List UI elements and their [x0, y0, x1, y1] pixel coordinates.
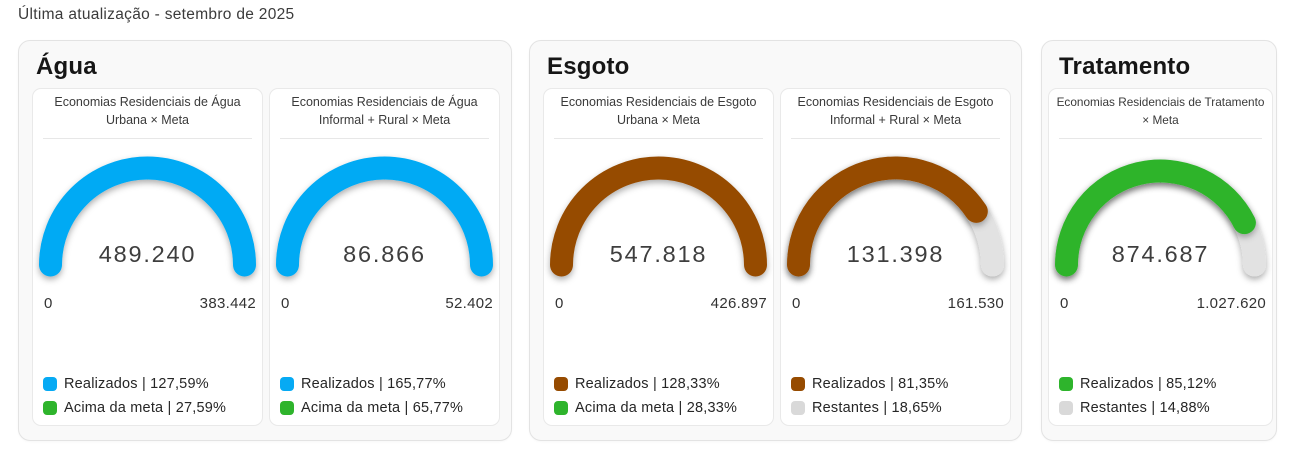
gauge-card-title-line1: Economias Residenciais de Água: [54, 95, 241, 109]
legend-item-acima-da-meta[interactable]: Acima da meta | 65,77%: [280, 400, 493, 416]
legend-swatch-acima-da-meta: [43, 401, 57, 415]
legend-label-realizados: Realizados | 128,33%: [575, 376, 720, 392]
gauge-card-title: Economias Residenciais de Esgoto Informa…: [781, 94, 1010, 129]
legend-item-realizados[interactable]: Realizados | 165,77%: [280, 376, 493, 392]
gauge-axis-max: 161.530: [947, 295, 1004, 312]
gauge-axis-max: 1.027.620: [1196, 295, 1266, 312]
panel-esgoto: Esgoto Economias Residenciais de Esgoto …: [529, 40, 1022, 441]
gauge-card-tratamento: Economias Residenciais de Tratamento × M…: [1048, 88, 1273, 426]
gauge-card-title: Economias Residenciais de Esgoto Urbana …: [544, 94, 773, 129]
gauge-card-esgoto-urbana: Economias Residenciais de Esgoto Urbana …: [543, 88, 774, 426]
legend-item-realizados[interactable]: Realizados | 85,12%: [1059, 376, 1266, 392]
card-divider: [791, 138, 1000, 139]
gauge-value: 547.818: [609, 241, 708, 267]
gauge-axis-min: 0: [792, 295, 801, 312]
panel-title-tratamento: Tratamento: [1059, 53, 1191, 80]
legend-item-acima-da-meta[interactable]: Acima da meta | 27,59%: [43, 400, 256, 416]
gauge-card-title-line2: Informal + Rural × Meta: [318, 112, 451, 127]
gauge-axis-max: 383.442: [199, 295, 256, 312]
legend-swatch-acima-da-meta: [280, 401, 294, 415]
last-update-label: Última atualização - setembro de 2025: [18, 6, 295, 23]
card-divider: [43, 138, 252, 139]
legend-item-realizados[interactable]: Realizados | 128,33%: [554, 376, 767, 392]
gauge-card-title-line2: Informal + Rural × Meta: [829, 112, 962, 127]
gauge-card-title-line2: Urbana × Meta: [616, 112, 701, 127]
gauge-axis-max: 52.402: [445, 295, 493, 312]
gauge-value: 131.398: [846, 241, 945, 267]
gauge-card-agua-informal-rural: Economias Residenciais de Água Informal …: [269, 88, 500, 426]
legend-item-acima-da-meta[interactable]: Acima da meta | 28,33%: [554, 400, 767, 416]
gauge-axis-min: 0: [281, 295, 290, 312]
gauge-card-esgoto-informal-rural: Economias Residenciais de Esgoto Informa…: [780, 88, 1011, 426]
legend-label-realizados: Realizados | 81,35%: [812, 376, 949, 392]
gauge-card-title-line1: Economias Residenciais de Esgoto: [560, 95, 757, 109]
gauge-value: 489.240: [98, 241, 197, 267]
gauge-card-agua-urbana: Economias Residenciais de Água Urbana × …: [32, 88, 263, 426]
legend-swatch-realizados: [791, 377, 805, 391]
panel-tratamento: Tratamento Economias Residenciais de Tra…: [1041, 40, 1277, 441]
legend-swatch-realizados: [280, 377, 294, 391]
panel-title-agua: Água: [36, 53, 97, 80]
gauge-card-title-line2: × Meta: [1142, 112, 1179, 127]
panel-title-esgoto: Esgoto: [547, 53, 630, 80]
legend-label-acima-da-meta: Acima da meta | 65,77%: [301, 400, 464, 416]
legend-swatch-realizados: [43, 377, 57, 391]
gauge-axis-max: 426.897: [710, 295, 767, 312]
gauge-value: 86.866: [343, 241, 426, 267]
gauge-card-title: Economias Residenciais de Tratamento × M…: [1049, 94, 1272, 129]
gauge-card-title: Economias Residenciais de Água Informal …: [270, 94, 499, 129]
legend-item-realizados[interactable]: Realizados | 127,59%: [43, 376, 256, 392]
legend-item-restantes[interactable]: Restantes | 18,65%: [791, 400, 1004, 416]
legend-label-acima-da-meta: Acima da meta | 27,59%: [64, 400, 227, 416]
card-divider: [280, 138, 489, 139]
gauge-card-title: Economias Residenciais de Água Urbana × …: [33, 94, 262, 129]
gauge-card-title-line1: Economias Residenciais de Esgoto: [797, 95, 994, 109]
gauge-axis-min: 0: [1060, 295, 1069, 312]
legend-item-restantes[interactable]: Restantes | 14,88%: [1059, 400, 1266, 416]
legend-label-realizados: Realizados | 85,12%: [1080, 376, 1217, 392]
legend-label-restantes: Restantes | 14,88%: [1080, 400, 1210, 416]
legend-label-restantes: Restantes | 18,65%: [812, 400, 942, 416]
gauge-value: 874.687: [1111, 241, 1210, 267]
gauge-card-title-line2: Urbana × Meta: [105, 112, 190, 127]
gauge-axis-min: 0: [555, 295, 564, 312]
legend-swatch-realizados: [1059, 377, 1073, 391]
legend-swatch-realizados: [554, 377, 568, 391]
legend-swatch-restantes: [791, 401, 805, 415]
card-divider: [554, 138, 763, 139]
gauge-axis-min: 0: [44, 295, 53, 312]
legend-swatch-restantes: [1059, 401, 1073, 415]
gauge-card-title-line1: Economias Residenciais de Água: [291, 95, 478, 109]
legend-item-realizados[interactable]: Realizados | 81,35%: [791, 376, 1004, 392]
legend-label-realizados: Realizados | 127,59%: [64, 376, 209, 392]
gauge-card-title-line1: Economias Residenciais de Tratamento: [1056, 95, 1265, 109]
legend-swatch-acima-da-meta: [554, 401, 568, 415]
legend-label-realizados: Realizados | 165,77%: [301, 376, 446, 392]
panel-agua: Água Economias Residenciais de Água Urba…: [18, 40, 512, 441]
card-divider: [1059, 138, 1262, 139]
legend-label-acima-da-meta: Acima da meta | 28,33%: [575, 400, 738, 416]
